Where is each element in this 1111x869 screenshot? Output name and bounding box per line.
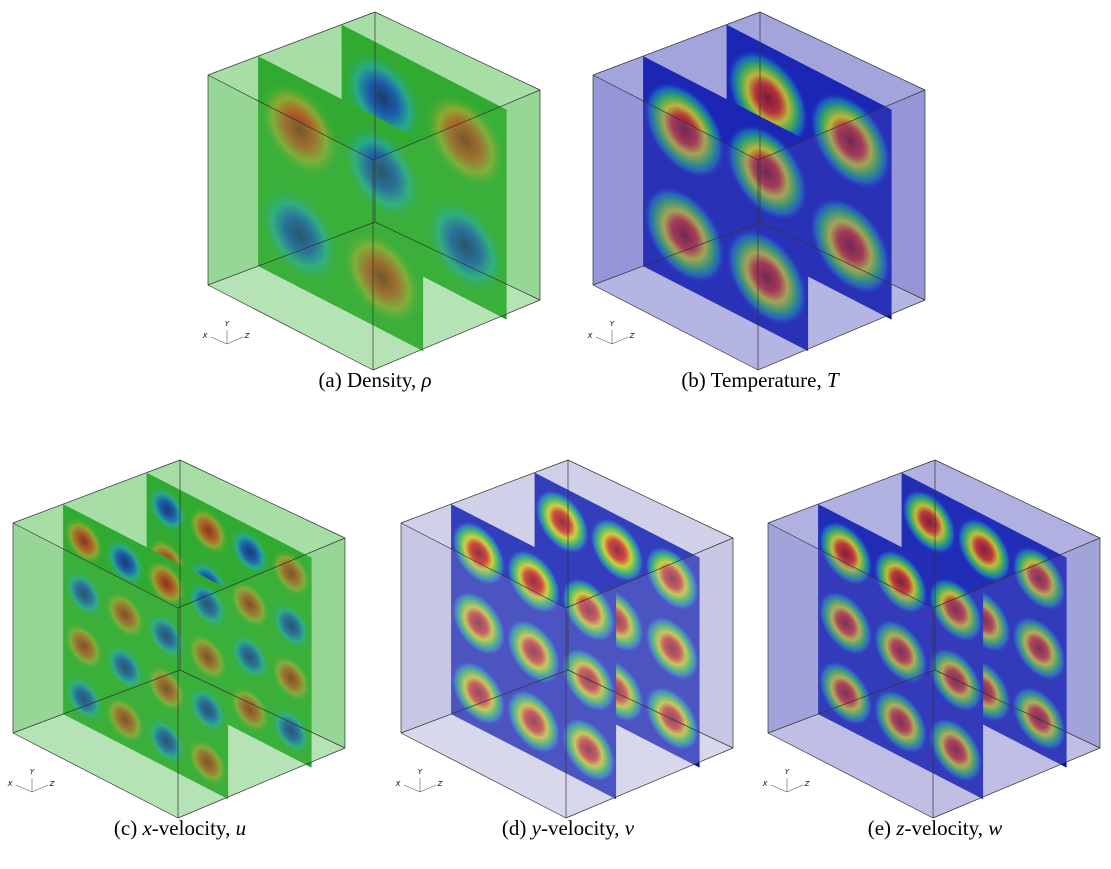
axis-line bbox=[612, 337, 628, 344]
axis-label: X bbox=[587, 332, 593, 340]
panel: X Y Z (d) y-velocity, v bbox=[395, 460, 733, 840]
axis-label: Y bbox=[225, 320, 230, 328]
axis-line bbox=[787, 785, 803, 792]
axis-line bbox=[211, 337, 227, 344]
caption-part: -velocity, bbox=[904, 816, 988, 840]
axis-label: Y bbox=[30, 768, 35, 776]
axis-label: X bbox=[762, 780, 768, 788]
caption-part: -velocity, bbox=[152, 816, 236, 840]
axis-label: X bbox=[7, 780, 13, 788]
axis-label: Y bbox=[785, 768, 790, 776]
axis-label: Z bbox=[437, 780, 443, 788]
axis-line bbox=[227, 337, 243, 344]
caption-part: (d) bbox=[502, 816, 532, 840]
caption-part: (a) Density, bbox=[318, 368, 421, 392]
caption: (d) y-velocity, v bbox=[502, 816, 635, 840]
panel: X Y Z (e) z-velocity, w bbox=[762, 460, 1100, 840]
caption: (e) z-velocity, w bbox=[868, 816, 1003, 840]
axis-line bbox=[16, 785, 32, 792]
caption-part: y bbox=[530, 816, 542, 840]
axis-line bbox=[404, 785, 420, 792]
caption-part: z bbox=[895, 816, 904, 840]
panel: X Y Z (a) Density, ρ bbox=[202, 12, 540, 392]
axis-label: Z bbox=[244, 332, 250, 340]
caption: (b) Temperature, T bbox=[681, 368, 840, 392]
caption-part: (b) Temperature, bbox=[681, 368, 827, 392]
caption-part: w bbox=[988, 816, 1002, 840]
panel: X Y Z (c) x-velocity, u bbox=[7, 460, 345, 840]
caption: (a) Density, ρ bbox=[318, 368, 431, 392]
caption-part: -velocity, bbox=[541, 816, 625, 840]
figure: X Y Z (a) Density, ρ X Y Z (b) Temperature, T X Y… bbox=[0, 0, 1111, 869]
axis-label: Y bbox=[418, 768, 423, 776]
caption-part: (e) bbox=[868, 816, 897, 840]
axis-line bbox=[771, 785, 787, 792]
axis-label: X bbox=[395, 780, 401, 788]
axis-label: Y bbox=[610, 320, 615, 328]
panel: X Y Z (b) Temperature, T bbox=[587, 12, 925, 392]
caption-part: ρ bbox=[420, 368, 431, 392]
caption-part: u bbox=[236, 816, 247, 840]
axis-line bbox=[596, 337, 612, 344]
axis-line bbox=[420, 785, 436, 792]
axis-label: Z bbox=[804, 780, 810, 788]
axis-label: X bbox=[202, 332, 208, 340]
caption-part: (c) bbox=[114, 816, 143, 840]
caption-part: v bbox=[625, 816, 635, 840]
axis-label: Z bbox=[629, 332, 635, 340]
caption-part: T bbox=[827, 368, 840, 392]
axis-label: Z bbox=[49, 780, 55, 788]
axis-line bbox=[32, 785, 48, 792]
caption: (c) x-velocity, u bbox=[114, 816, 246, 840]
